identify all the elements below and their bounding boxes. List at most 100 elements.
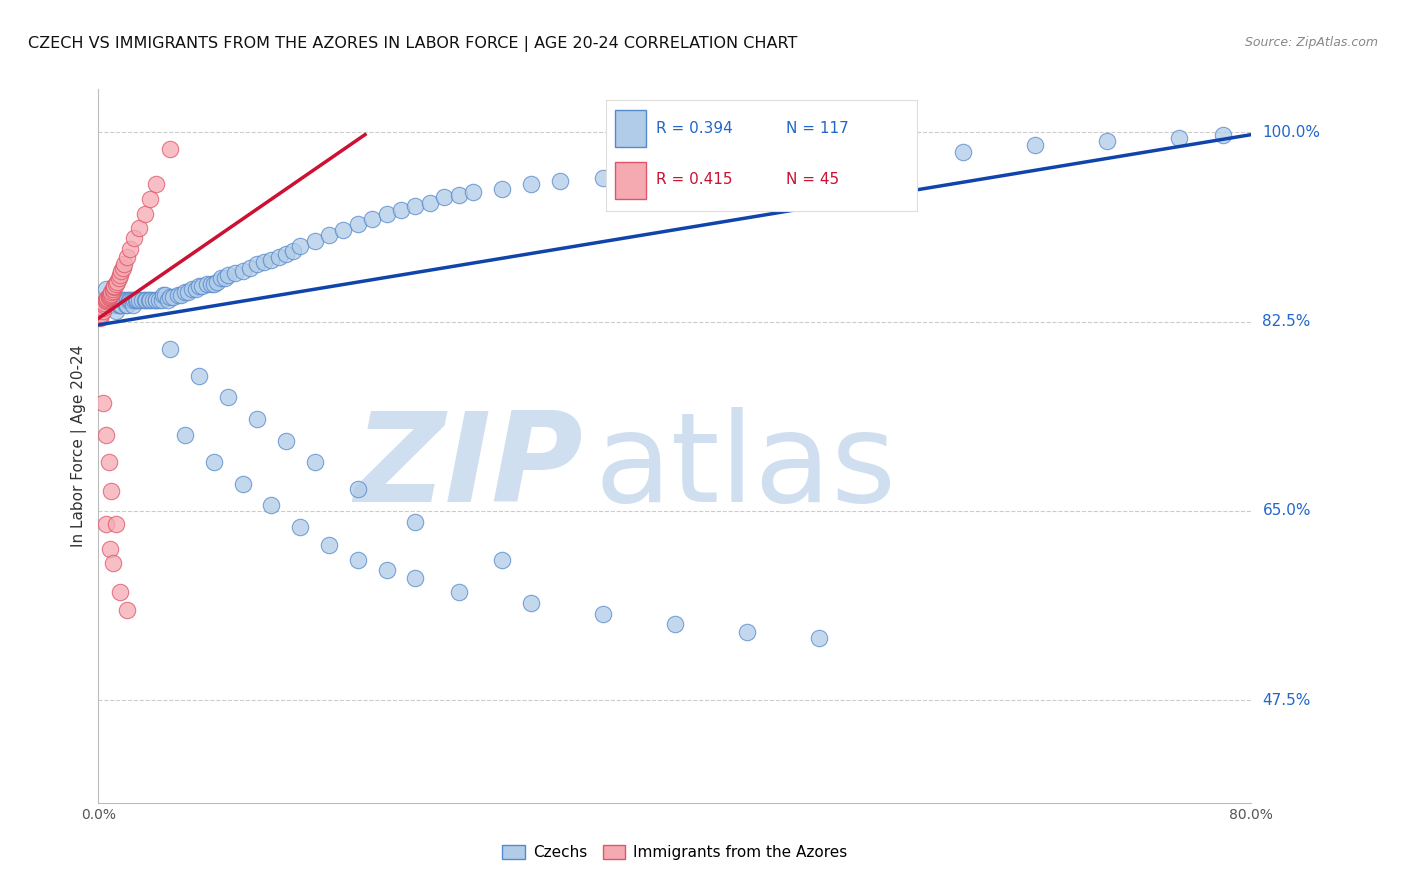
Point bbox=[94, 282, 117, 296]
Point bbox=[592, 607, 614, 621]
Text: 47.5%: 47.5% bbox=[1263, 692, 1310, 707]
Point bbox=[148, 293, 170, 307]
Point bbox=[101, 556, 124, 570]
Point bbox=[274, 434, 297, 448]
Point bbox=[117, 293, 139, 307]
Point bbox=[156, 293, 179, 307]
Point bbox=[139, 193, 162, 207]
Point bbox=[346, 218, 368, 232]
Point bbox=[134, 293, 156, 307]
Point bbox=[952, 145, 974, 159]
Point bbox=[117, 603, 139, 617]
Point bbox=[91, 396, 114, 410]
Point bbox=[94, 428, 117, 442]
Text: atlas: atlas bbox=[595, 407, 896, 528]
Point bbox=[200, 277, 222, 291]
Point bbox=[169, 287, 191, 301]
Point bbox=[139, 293, 162, 307]
Point bbox=[202, 455, 225, 469]
Point bbox=[188, 368, 211, 383]
Text: CZECH VS IMMIGRANTS FROM THE AZORES IN LABOR FORCE | AGE 20-24 CORRELATION CHART: CZECH VS IMMIGRANTS FROM THE AZORES IN L… bbox=[28, 36, 797, 52]
Point bbox=[94, 516, 117, 531]
Point bbox=[246, 412, 269, 426]
Point bbox=[174, 428, 197, 442]
Point bbox=[191, 279, 214, 293]
Point bbox=[124, 293, 146, 307]
Point bbox=[100, 298, 122, 312]
Point bbox=[231, 476, 254, 491]
Point bbox=[375, 563, 398, 577]
Point bbox=[231, 264, 254, 278]
Point bbox=[159, 142, 181, 156]
Point bbox=[318, 539, 340, 553]
Point bbox=[97, 290, 120, 304]
Point bbox=[346, 552, 368, 566]
Point bbox=[135, 293, 157, 307]
Point bbox=[808, 153, 831, 167]
Point bbox=[97, 298, 120, 312]
Point bbox=[112, 257, 135, 271]
Point bbox=[1168, 131, 1191, 145]
Point bbox=[375, 206, 398, 220]
Point bbox=[91, 303, 114, 318]
Point bbox=[1024, 138, 1046, 153]
Point bbox=[491, 182, 513, 196]
Point bbox=[101, 293, 124, 307]
Point bbox=[97, 455, 120, 469]
Point bbox=[346, 482, 368, 496]
Point bbox=[100, 484, 122, 499]
Point bbox=[110, 298, 132, 312]
Point bbox=[134, 206, 156, 220]
Point bbox=[592, 170, 614, 185]
Point bbox=[664, 617, 686, 632]
Point bbox=[405, 199, 427, 213]
Point bbox=[239, 260, 262, 275]
Point bbox=[152, 287, 174, 301]
Point bbox=[274, 246, 297, 260]
Point bbox=[101, 282, 124, 296]
Point bbox=[100, 285, 122, 300]
Point bbox=[159, 342, 181, 356]
Point bbox=[107, 298, 129, 312]
Point bbox=[707, 160, 730, 174]
Point bbox=[246, 257, 269, 271]
Point bbox=[94, 293, 117, 307]
Point bbox=[1212, 128, 1234, 142]
Y-axis label: In Labor Force | Age 20-24: In Labor Force | Age 20-24 bbox=[72, 345, 87, 547]
Point bbox=[110, 264, 132, 278]
Point bbox=[419, 195, 441, 210]
Point bbox=[491, 552, 513, 566]
Point bbox=[104, 303, 127, 318]
Point bbox=[103, 280, 125, 294]
Point bbox=[447, 585, 470, 599]
Point bbox=[1097, 134, 1119, 148]
Point bbox=[636, 167, 658, 181]
Text: 100.0%: 100.0% bbox=[1263, 125, 1320, 140]
Point bbox=[97, 290, 120, 304]
Point bbox=[127, 293, 149, 307]
Text: 65.0%: 65.0% bbox=[1263, 503, 1310, 518]
Point bbox=[209, 271, 232, 285]
Point bbox=[122, 298, 145, 312]
Point bbox=[100, 286, 122, 301]
Point bbox=[91, 301, 114, 315]
Point bbox=[267, 250, 290, 264]
Legend: Czechs, Immigrants from the Azores: Czechs, Immigrants from the Azores bbox=[496, 839, 853, 866]
Point bbox=[138, 293, 160, 307]
Point bbox=[281, 244, 304, 259]
Point bbox=[125, 293, 148, 307]
Point bbox=[195, 277, 218, 291]
Point bbox=[260, 253, 283, 268]
Point bbox=[405, 571, 427, 585]
Point bbox=[120, 293, 142, 307]
Point bbox=[103, 279, 125, 293]
Point bbox=[808, 632, 831, 646]
Point bbox=[202, 277, 225, 291]
Point bbox=[108, 293, 131, 307]
Point bbox=[101, 285, 124, 299]
Point bbox=[124, 231, 146, 245]
Point bbox=[361, 211, 384, 226]
Point bbox=[318, 228, 340, 243]
Point bbox=[290, 239, 312, 253]
Point bbox=[253, 255, 276, 269]
